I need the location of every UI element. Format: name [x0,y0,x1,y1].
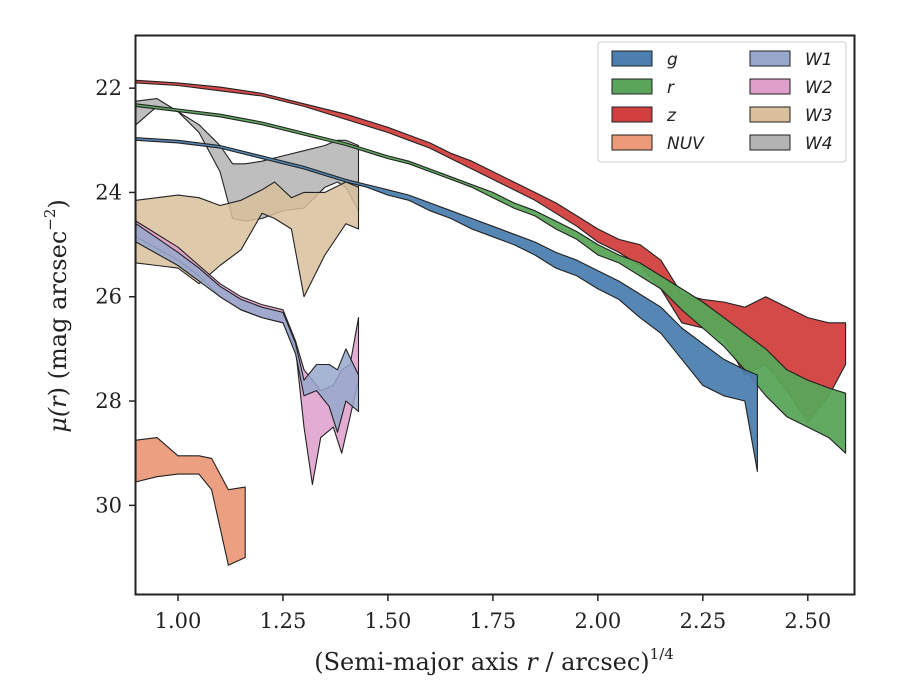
y-tick-label: 22 [95,76,122,100]
y-axis-label-close: ) [44,199,72,208]
x-axis-label-var: r [526,648,539,676]
plot-frame [134,34,856,596]
legend-label-w3: W3 [805,106,833,126]
ticks-layer: 1.00 1.25 1.50 1.75 2.00 2.25 2.50 22 24 26 28 30 [95,76,831,633]
legend-swatch-w2 [749,78,791,95]
x-tick-label: 1.50 [365,609,412,633]
y-tick-label: 28 [95,389,122,413]
legend-label-w4: W4 [805,134,833,154]
y-axis-label-unit: ) (mag arcsec [44,231,72,397]
legend-label-w1: W1 [805,50,833,70]
legend-label-nuv: NUV [667,134,705,154]
legend: grz NUV W1 W2 W3 W4 [597,41,847,163]
legend-swatch-w3 [749,106,791,123]
x-tick-label: 2.00 [574,609,621,633]
x-axis-label: (Semi-major axis r / arcsec)1/4 [314,645,674,676]
bands-layer [135,79,847,566]
y-tick-label: 26 [95,285,122,309]
legend-swatch-r [611,78,653,95]
legend-label-z: z [666,106,677,126]
legend-frame [597,41,847,163]
legend-label-g: g [667,50,678,70]
y-axis-label-main: μ( [44,407,72,433]
x-tick-label: 2.25 [679,609,726,633]
x-tick-label: 1.75 [470,609,517,633]
y-axis-label-var: r [44,395,72,408]
y-axis-label-sup: −2 [41,209,59,231]
x-axis-label-sup: 1/4 [650,645,674,663]
x-tick-label: 2.50 [784,609,831,633]
y-tick-label: 24 [95,180,122,204]
x-tick-label: 1.00 [155,609,202,633]
y-tick-label: 30 [95,493,122,517]
legend-swatch-g [611,50,653,67]
legend-swatch-w4 [749,134,791,151]
legend-label-r: r [667,78,675,98]
legend-swatch-nuv [611,134,653,151]
x-axis-label-unit: / arcsec) [538,648,650,676]
band-g [135,137,758,472]
x-tick-label: 1.25 [260,609,307,633]
band-nuv [135,437,246,566]
band-z [135,79,847,423]
y-axis-label: μ(r) (mag arcsec−2) [41,199,72,433]
x-axis-label-main: (Semi-major axis [314,648,526,676]
band-r [135,103,847,454]
legend-swatch-w1 [749,50,791,67]
legend-swatch-z [611,106,653,123]
band-w1 [135,223,360,433]
legend-label-w2: W2 [805,78,833,98]
